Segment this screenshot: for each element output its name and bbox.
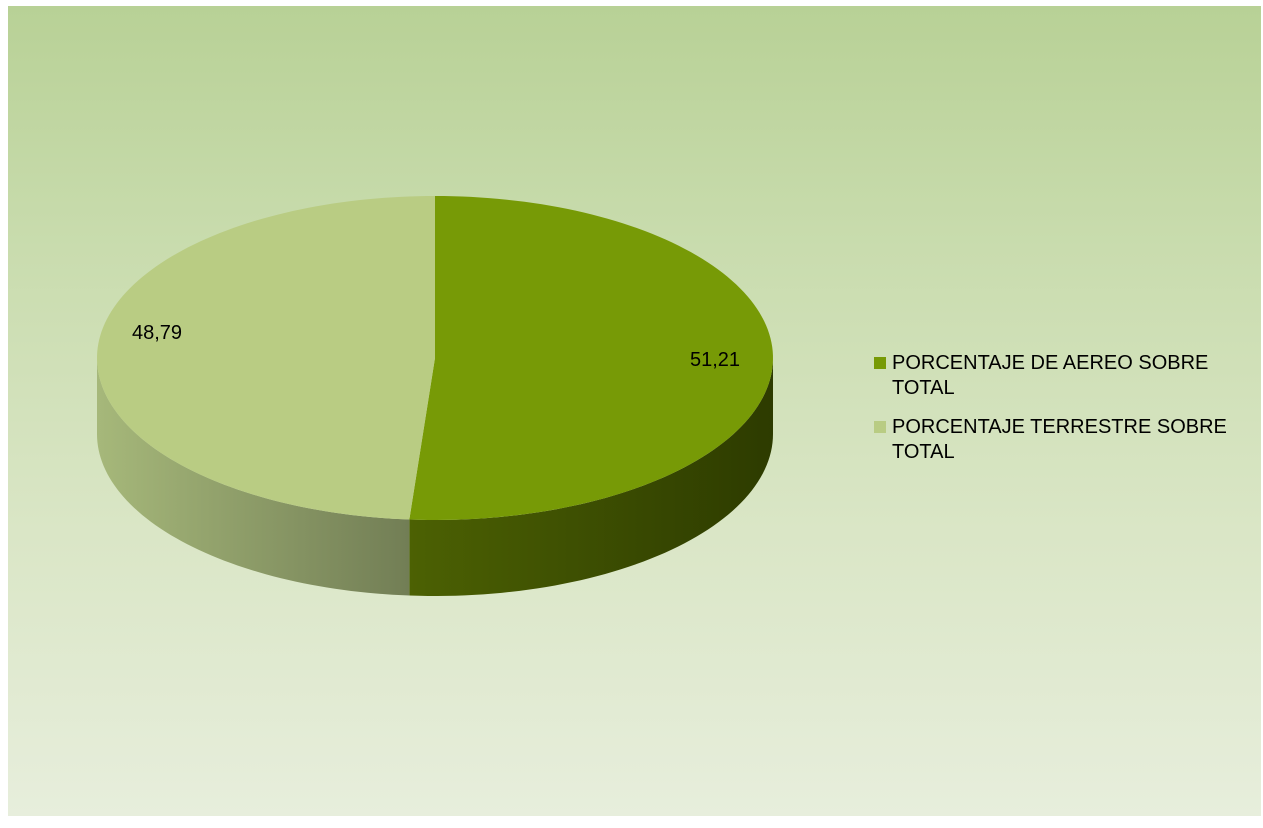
- pie-side-0: [409, 358, 773, 596]
- legend-item-aereo: PORCENTAJE DE AEREO SOBRE TOTAL: [874, 351, 1254, 401]
- pie-chart: 51,21 48,79: [97, 196, 773, 596]
- pie-side-1: [97, 358, 410, 596]
- chart-area: 51,21 48,79 PORCENTAJE DE AEREO SOBRE TOT…: [8, 6, 1261, 816]
- legend: PORCENTAJE DE AEREO SOBRE TOTAL PORCENTA…: [874, 351, 1254, 479]
- pie-sides: [97, 358, 773, 596]
- legend-swatch-aereo: [874, 357, 886, 369]
- pie-slice-1: [97, 196, 435, 520]
- legend-swatch-terrestre: [874, 421, 886, 433]
- legend-label-terrestre: PORCENTAJE TERRESTRE SOBRE TOTAL: [892, 416, 1227, 463]
- legend-item-terrestre: PORCENTAJE TERRESTRE SOBRE TOTAL: [874, 415, 1254, 465]
- data-label-1: 48,79: [132, 322, 182, 344]
- pie-tops: [97, 196, 773, 520]
- pie-slice-0: [409, 196, 773, 520]
- pie-labels: 51,21 48,79: [132, 322, 740, 371]
- legend-label-aereo: PORCENTAJE DE AEREO SOBRE TOTAL: [892, 352, 1209, 399]
- data-label-0: 51,21: [690, 349, 740, 371]
